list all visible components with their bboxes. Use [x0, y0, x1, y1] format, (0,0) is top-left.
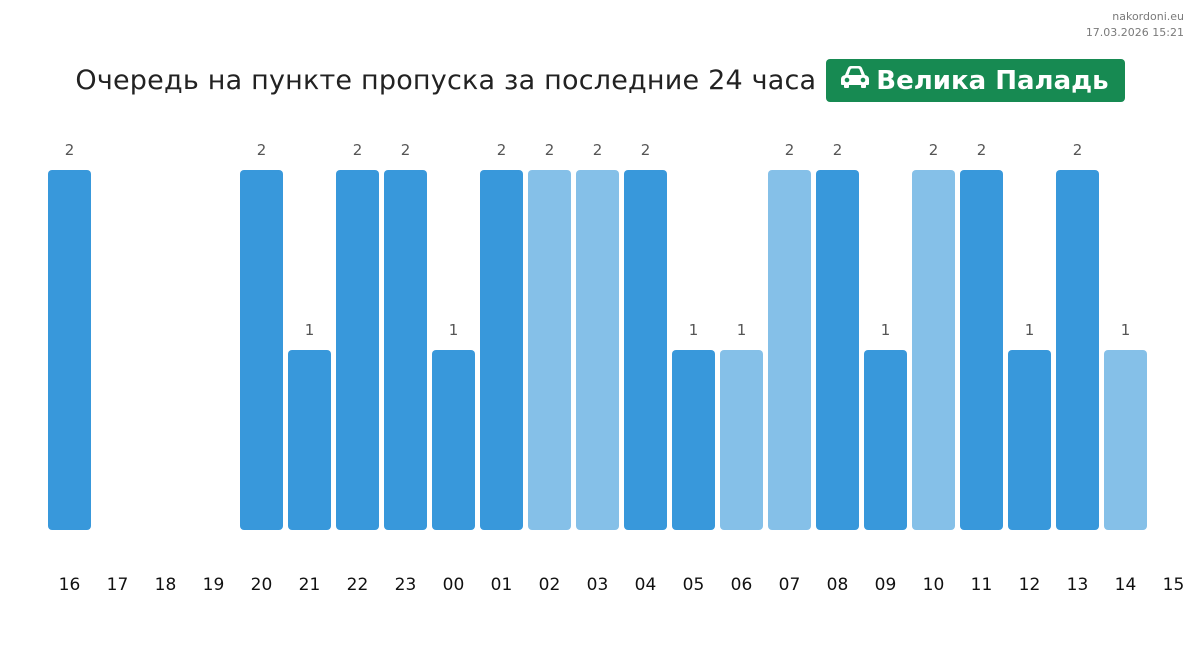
- x-tick-09: 09: [875, 575, 897, 595]
- value-label-08: 2: [833, 141, 843, 159]
- x-tick-14: 14: [1115, 575, 1137, 595]
- bar-06: [720, 350, 763, 530]
- bar-22: [336, 170, 379, 530]
- chart-title: Очередь на пункте пропуска за последние …: [75, 65, 817, 96]
- value-label-05: 1: [689, 321, 699, 339]
- x-tick-03: 03: [587, 575, 609, 595]
- value-label-03: 2: [593, 141, 603, 159]
- x-tick-23: 23: [395, 575, 417, 595]
- bar-02: [528, 170, 571, 530]
- x-tick-13: 13: [1067, 575, 1089, 595]
- bar-14: [1104, 350, 1147, 530]
- bar-08: [816, 170, 859, 530]
- value-label-20: 2: [257, 141, 267, 159]
- x-tick-10: 10: [923, 575, 945, 595]
- value-label-14: 1: [1121, 321, 1131, 339]
- x-tick-16: 16: [59, 575, 81, 595]
- bar-23: [384, 170, 427, 530]
- value-label-07: 2: [785, 141, 795, 159]
- x-tick-07: 07: [779, 575, 801, 595]
- value-label-16: 2: [65, 141, 75, 159]
- bar-07: [768, 170, 811, 530]
- value-label-13: 2: [1073, 141, 1083, 159]
- car-icon: [840, 65, 876, 96]
- bar-10: [912, 170, 955, 530]
- bar-09: [864, 350, 907, 530]
- site-name: nakordoni.eu: [1112, 10, 1184, 23]
- bar-03: [576, 170, 619, 530]
- bar-00: [432, 350, 475, 530]
- bar-11: [960, 170, 1003, 530]
- value-label-06: 1: [737, 321, 747, 339]
- checkpoint-badge: Велика Паладь: [826, 59, 1125, 102]
- x-tick-17: 17: [107, 575, 129, 595]
- bar-13: [1056, 170, 1099, 530]
- value-label-21: 1: [305, 321, 315, 339]
- value-label-00: 1: [449, 321, 459, 339]
- bar-04: [624, 170, 667, 530]
- title-row: Очередь на пункте пропуска за последние …: [0, 59, 1200, 102]
- watermark: nakordoni.eu 17.03.2026 15:21: [1086, 9, 1184, 41]
- x-tick-04: 04: [635, 575, 657, 595]
- value-label-12: 1: [1025, 321, 1035, 339]
- x-tick-05: 05: [683, 575, 705, 595]
- value-label-10: 2: [929, 141, 939, 159]
- value-label-01: 2: [497, 141, 507, 159]
- bar-05: [672, 350, 715, 530]
- timestamp: 17.03.2026 15:21: [1085, 26, 1184, 39]
- value-label-11: 2: [977, 141, 987, 159]
- value-label-02: 2: [545, 141, 555, 159]
- bar-21: [288, 350, 331, 530]
- x-tick-21: 21: [299, 575, 321, 595]
- x-tick-22: 22: [347, 575, 369, 595]
- x-tick-11: 11: [971, 575, 993, 595]
- bar-20: [240, 170, 283, 530]
- value-label-22: 2: [353, 141, 363, 159]
- x-tick-20: 20: [251, 575, 273, 595]
- x-tick-18: 18: [155, 575, 177, 595]
- bar-01: [480, 170, 523, 530]
- x-tick-02: 02: [539, 575, 561, 595]
- x-tick-01: 01: [491, 575, 513, 595]
- checkpoint-name: Велика Паладь: [876, 65, 1109, 96]
- x-tick-00: 00: [443, 575, 465, 595]
- x-tick-15: 15: [1163, 575, 1185, 595]
- bar-16: [48, 170, 91, 530]
- x-tick-12: 12: [1019, 575, 1041, 595]
- bar-12: [1008, 350, 1051, 530]
- x-tick-08: 08: [827, 575, 849, 595]
- x-tick-06: 06: [731, 575, 753, 595]
- value-label-04: 2: [641, 141, 651, 159]
- value-label-23: 2: [401, 141, 411, 159]
- x-tick-19: 19: [203, 575, 225, 595]
- value-label-09: 1: [881, 321, 891, 339]
